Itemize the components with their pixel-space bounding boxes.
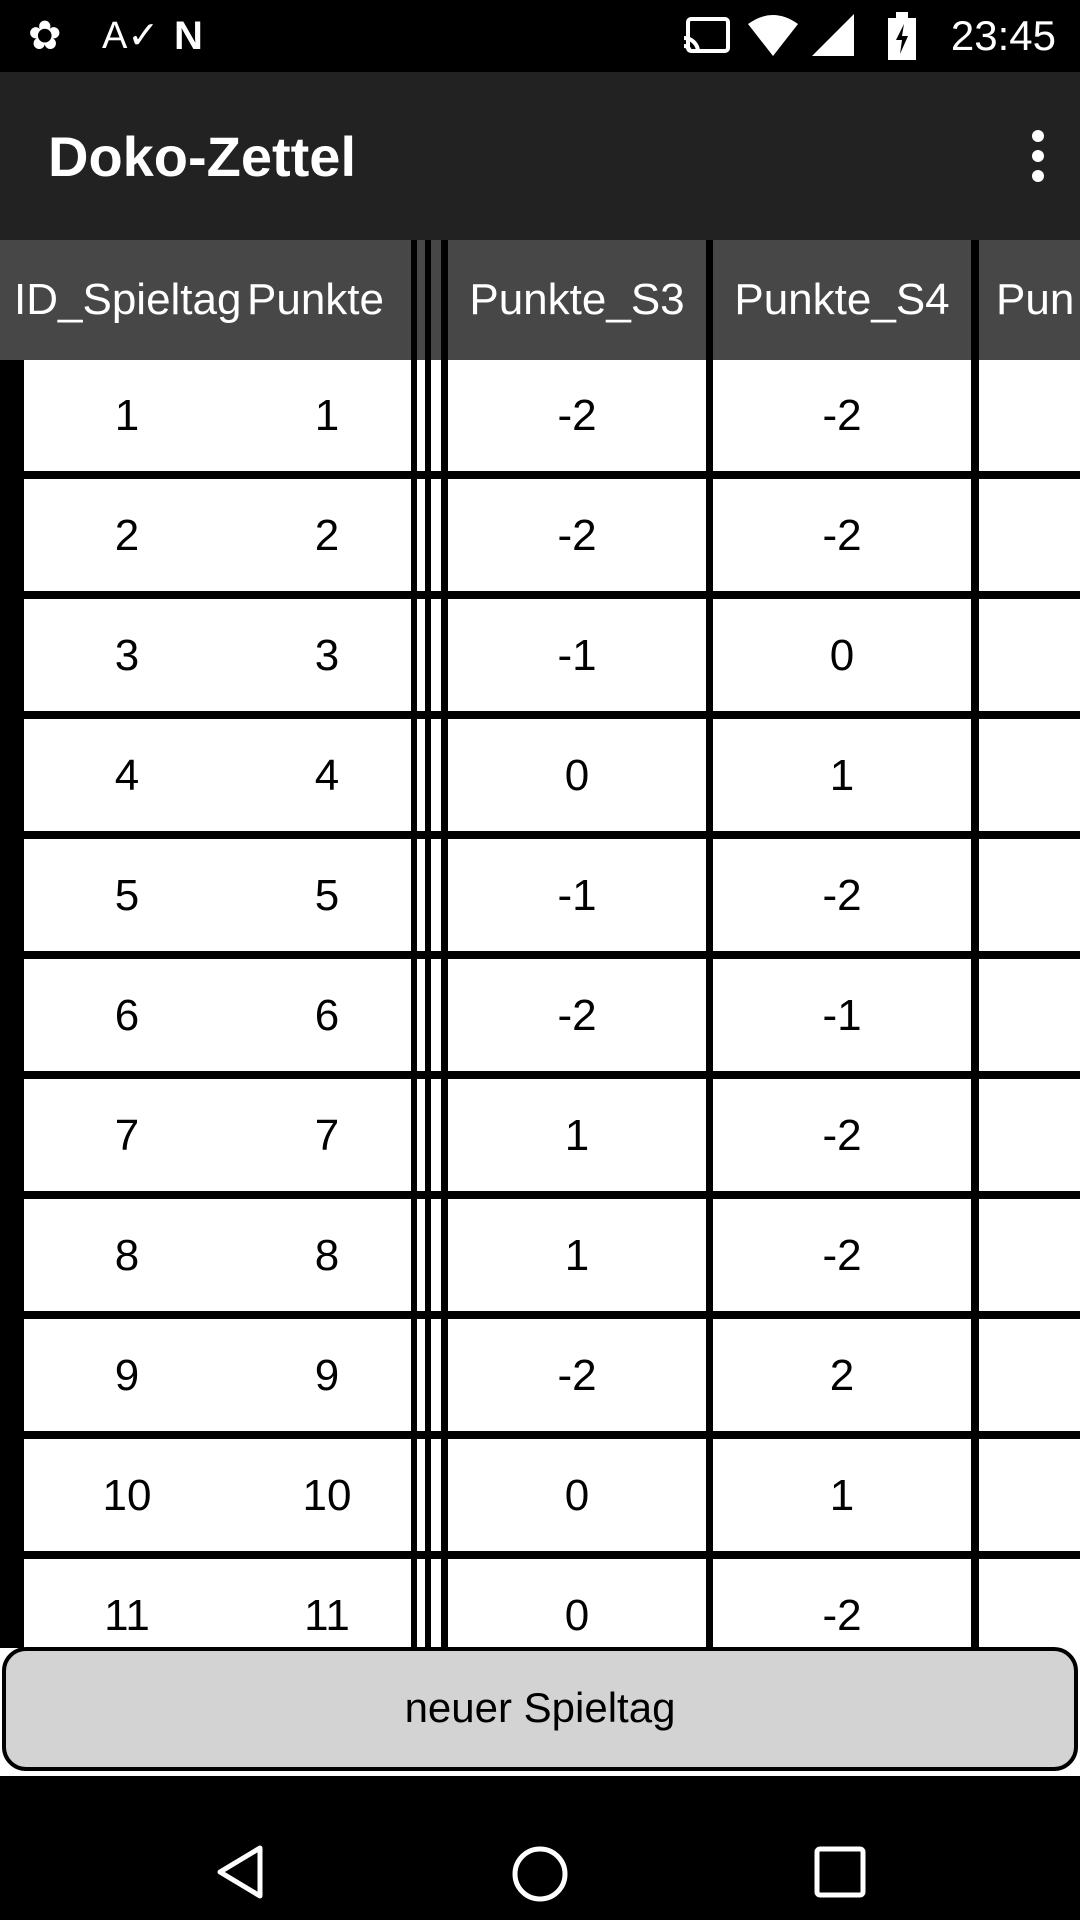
- table-cell: -2: [557, 1351, 597, 1400]
- header-punkte[interactable]: Punkte: [247, 275, 384, 324]
- table-cell: 4: [114, 751, 140, 800]
- battery-charging-icon: [888, 12, 916, 60]
- row-divider: [0, 1191, 1080, 1199]
- table-cell: 7: [314, 1111, 340, 1160]
- table-row[interactable]: 2 2 -2 -2: [0, 480, 1080, 600]
- header-punkte-s3[interactable]: Punkte_S3: [469, 275, 685, 324]
- scores-table[interactable]: ID_Spieltag Punkte Punkte_S3 Punkte_S4 P…: [0, 240, 1080, 1648]
- back-icon[interactable]: [214, 1844, 266, 1900]
- new-matchday-button[interactable]: neuer Spieltag: [2, 1647, 1078, 1771]
- table-left-border: [0, 360, 24, 1648]
- table-cell: 11: [104, 1591, 150, 1640]
- table-cell: 8: [314, 1231, 340, 1280]
- table-row[interactable]: 8 8 1 -2: [0, 1200, 1080, 1320]
- status-bar: ✿ A✓ N 23:45: [0, 0, 1080, 72]
- column-divider: [706, 240, 713, 1648]
- table-cell: -1: [822, 991, 862, 1040]
- table-cell: 0: [829, 631, 855, 680]
- column-divider: [425, 240, 431, 1648]
- app-title: Doko-Zettel: [48, 125, 356, 188]
- table-cell: 1: [829, 1471, 855, 1520]
- table-row[interactable]: 1 1 -2 -2: [0, 360, 1080, 480]
- table-cell: 3: [114, 631, 140, 680]
- column-divider: [971, 240, 979, 1648]
- table-cell: 0: [564, 1471, 590, 1520]
- table-cell: 10: [302, 1471, 352, 1520]
- table-row[interactable]: 3 3 -1 0: [0, 600, 1080, 720]
- table-cell: 1: [114, 391, 140, 440]
- table-header: ID_Spieltag Punkte Punkte_S3 Punkte_S4 P…: [0, 240, 1080, 360]
- table-row[interactable]: 6 6 -2 -1: [0, 960, 1080, 1080]
- table-cell: -2: [822, 1591, 862, 1640]
- n-icon: N: [174, 14, 203, 58]
- table-row[interactable]: 7 7 1 -2: [0, 1080, 1080, 1200]
- avast-icon: ✿: [28, 14, 62, 58]
- table-cell: 8: [114, 1231, 140, 1280]
- column-divider: [441, 240, 448, 1648]
- table-row[interactable]: 4 4 0 1: [0, 720, 1080, 840]
- more-vert-icon[interactable]: [1026, 130, 1050, 186]
- table-cell: 0: [564, 751, 590, 800]
- table-cell: 4: [314, 751, 340, 800]
- table-cell: -2: [822, 871, 862, 920]
- row-divider: [0, 1071, 1080, 1079]
- table-cell: 5: [314, 871, 340, 920]
- table-cell: 10: [102, 1471, 152, 1520]
- table-cell: 1: [829, 751, 855, 800]
- table-cell: 6: [314, 991, 340, 1040]
- row-divider: [0, 711, 1080, 719]
- table-cell: -2: [822, 511, 862, 560]
- table-cell: -2: [822, 1111, 862, 1160]
- table-cell: 2: [114, 511, 140, 560]
- signal-icon: [812, 14, 854, 56]
- table-cell: 2: [829, 1351, 855, 1400]
- clock: 23:45: [950, 12, 1056, 59]
- recents-icon[interactable]: [814, 1846, 866, 1898]
- table-cell: -1: [557, 631, 597, 680]
- header-id-spieltag[interactable]: ID_Spieltag: [14, 275, 242, 324]
- table-cell: 1: [314, 391, 340, 440]
- table-cell: -2: [557, 511, 597, 560]
- table-cell: 6: [114, 991, 140, 1040]
- table-cell: -2: [557, 991, 597, 1040]
- table-cell: -2: [822, 391, 862, 440]
- header-punkte-s4[interactable]: Punkte_S4: [734, 275, 950, 324]
- table-cell: 7: [114, 1111, 140, 1160]
- row-divider: [0, 951, 1080, 959]
- table-cell: 11: [304, 1591, 350, 1640]
- table-row[interactable]: 9 9 -2 2: [0, 1320, 1080, 1440]
- cast-icon: [683, 17, 730, 53]
- row-divider: [0, 1431, 1080, 1439]
- spellcheck-icon: A✓: [102, 15, 160, 57]
- table-cell: 0: [564, 1591, 590, 1640]
- navigation-bar: [0, 1776, 1080, 1920]
- table-cell: 1: [564, 1111, 590, 1160]
- table-cell: -1: [557, 871, 597, 920]
- app-bar: Doko-Zettel: [0, 72, 1080, 240]
- table-cell: 1: [564, 1231, 590, 1280]
- row-divider: [0, 1551, 1080, 1559]
- row-divider: [0, 591, 1080, 599]
- table-cell: 3: [314, 631, 340, 680]
- row-divider: [0, 1311, 1080, 1319]
- table-cell: 9: [114, 1351, 140, 1400]
- header-punkte-s5[interactable]: Pun: [996, 275, 1075, 324]
- table-cell: -2: [557, 391, 597, 440]
- table-row[interactable]: 10 10 0 1: [0, 1440, 1080, 1560]
- table-row[interactable]: 5 5 -1 -2: [0, 840, 1080, 960]
- wifi-icon: [748, 15, 798, 56]
- table-cell: 9: [314, 1351, 340, 1400]
- column-divider: [411, 240, 417, 1648]
- home-icon[interactable]: [510, 1844, 570, 1904]
- table-cell: -2: [822, 1231, 862, 1280]
- table-cell: 5: [114, 871, 140, 920]
- table-row[interactable]: 11 11 0 -2: [0, 1560, 1080, 1648]
- row-divider: [0, 471, 1080, 479]
- row-divider: [0, 831, 1080, 839]
- table-cell: 2: [314, 511, 340, 560]
